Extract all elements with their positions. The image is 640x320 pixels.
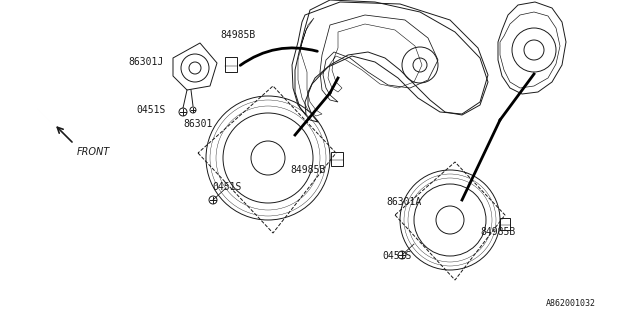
Text: 0451S: 0451S <box>382 251 412 261</box>
Text: 86301J: 86301J <box>128 57 163 67</box>
Text: 86301: 86301 <box>183 119 212 129</box>
Text: 0451S: 0451S <box>136 105 165 115</box>
Text: FRONT: FRONT <box>77 147 110 157</box>
Text: 86301A: 86301A <box>386 197 421 207</box>
Text: A862001032: A862001032 <box>546 299 596 308</box>
Text: 84985B: 84985B <box>220 30 255 40</box>
Text: 84985B: 84985B <box>480 227 515 237</box>
Text: 0451S: 0451S <box>212 182 241 192</box>
Text: 84985B: 84985B <box>290 165 325 175</box>
